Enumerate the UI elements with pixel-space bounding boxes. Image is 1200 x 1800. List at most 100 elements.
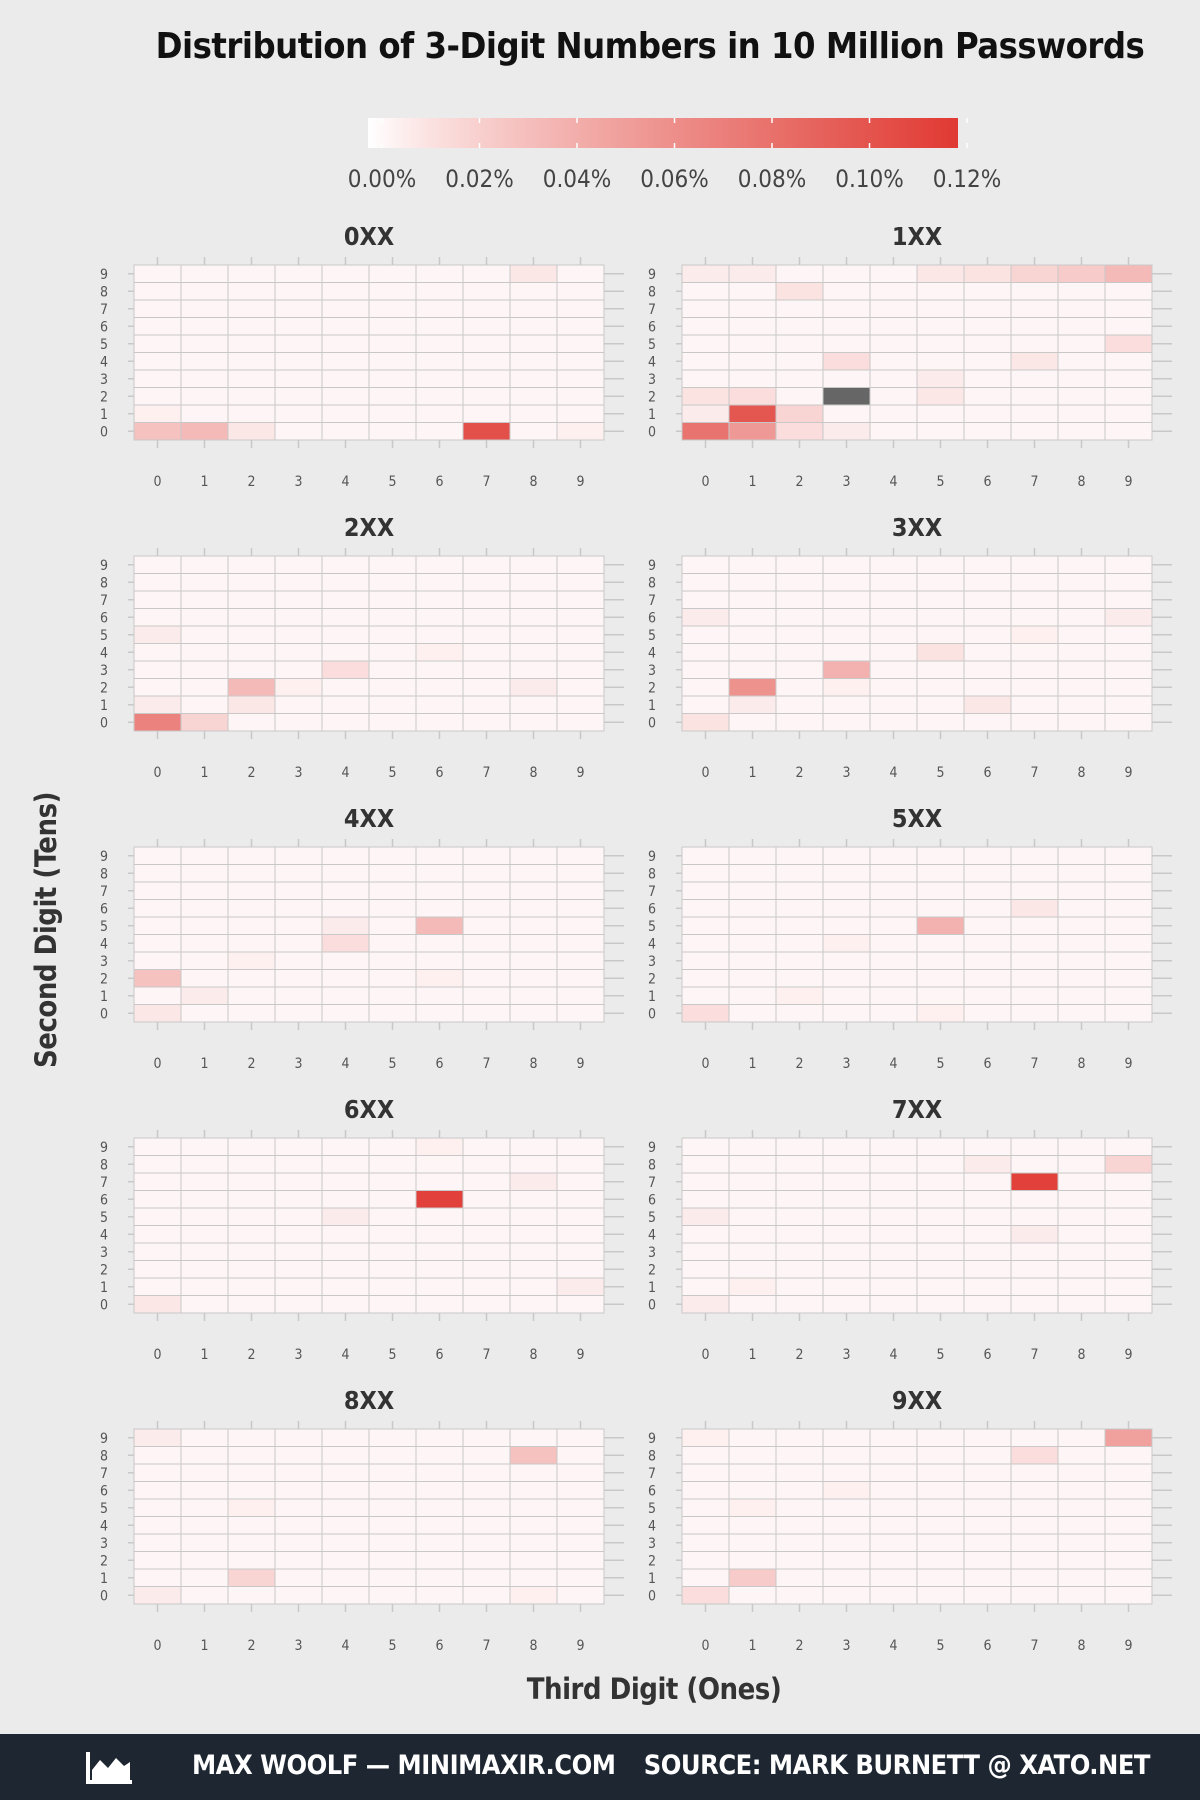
heatmap-cell (1010, 1137, 1059, 1156)
heatmap-cell (133, 660, 182, 679)
heatmap-cell (415, 317, 464, 336)
heatmap-cell (227, 1225, 276, 1244)
heatmap-cell (462, 555, 511, 574)
heatmap-cell (368, 934, 417, 953)
heatmap-cell (368, 1155, 417, 1174)
heatmap-cell (368, 899, 417, 918)
heatmap-cell (415, 1172, 464, 1191)
heatmap-cell (963, 1428, 1012, 1447)
heatmap-cell (916, 1242, 965, 1261)
heatmap-cell (180, 1190, 229, 1209)
heatmap-cell (1010, 1463, 1059, 1482)
heatmap-cell (681, 573, 730, 592)
heatmap-cell (728, 404, 777, 423)
heatmap-cell (509, 1190, 558, 1209)
heatmap-cell (321, 299, 370, 318)
heatmap-cell (869, 404, 918, 423)
heatmap-cell (556, 846, 605, 865)
y-tick-label: 4 (100, 1518, 108, 1534)
heatmap-cell (822, 555, 871, 574)
heatmap-cell (227, 1137, 276, 1156)
heatmap-cell (869, 1568, 918, 1587)
heatmap-cell (462, 1172, 511, 1191)
heatmap-cell (509, 352, 558, 371)
heatmap-cell (728, 1242, 777, 1261)
x-tick-label: 6 (983, 1347, 991, 1363)
heatmap-cell (180, 352, 229, 371)
legend-tick-label: 0.10% (835, 165, 904, 193)
x-tick-label: 5 (388, 474, 396, 490)
heatmap-cell (415, 573, 464, 592)
legend-tick-label: 0.06% (640, 165, 709, 193)
heatmap-cell (321, 334, 370, 353)
heatmap-cell (321, 1568, 370, 1587)
heatmap-cell (462, 1260, 511, 1279)
heatmap-cell (1057, 899, 1106, 918)
heatmap-cell (180, 1446, 229, 1465)
heatmap-cell (274, 969, 323, 988)
heatmap-cell (227, 352, 276, 371)
heatmap-cell (556, 678, 605, 697)
heatmap-cell (321, 1242, 370, 1261)
heatmap-cell (681, 1463, 730, 1482)
heatmap-cell (180, 969, 229, 988)
x-tick-label: 4 (889, 1638, 897, 1654)
heatmap-cell (775, 1004, 824, 1023)
x-tick-label: 9 (576, 765, 584, 781)
y-tick-label: 2 (648, 1553, 656, 1569)
heatmap-cell (916, 969, 965, 988)
heatmap-cell (274, 555, 323, 574)
x-tick-label: 9 (576, 1347, 584, 1363)
heatmap-cell (556, 864, 605, 883)
heatmap-cell (180, 404, 229, 423)
heatmap-cell (1104, 1277, 1153, 1296)
heatmap-cell (556, 713, 605, 732)
heatmap-cell (274, 1260, 323, 1279)
y-tick-label: 3 (648, 372, 656, 388)
heatmap-cell (321, 404, 370, 423)
heatmap-cell (1057, 695, 1106, 714)
heatmap-cell (227, 625, 276, 644)
heatmap-cell (916, 1172, 965, 1191)
heatmap-cell (1010, 1586, 1059, 1605)
heatmap-cell (227, 916, 276, 935)
heatmap-cell (368, 1137, 417, 1156)
heatmap-cell (916, 1207, 965, 1226)
heatmap-cell (274, 713, 323, 732)
heatmap-cell (556, 317, 605, 336)
heatmap-cell (509, 1551, 558, 1570)
heatmap-cell (180, 1242, 229, 1261)
y-tick-label: 1 (100, 1280, 108, 1296)
heatmap-cell (227, 1207, 276, 1226)
heatmap-cell (822, 1533, 871, 1552)
heatmap-cell (728, 1260, 777, 1279)
heatmap-cell (462, 422, 511, 441)
heatmap-cell (869, 1004, 918, 1023)
x-tick-label: 5 (936, 1347, 944, 1363)
heatmap-cell (415, 969, 464, 988)
heatmap-cell (133, 1225, 182, 1244)
x-tick-label: 7 (1030, 1638, 1038, 1654)
heatmap-cell (274, 1277, 323, 1296)
heatmap-cell (775, 317, 824, 336)
heatmap-cell (133, 299, 182, 318)
heatmap-cell (728, 969, 777, 988)
y-tick-label: 5 (648, 628, 656, 644)
heatmap-cell (321, 387, 370, 406)
x-tick-label: 5 (388, 1347, 396, 1363)
heatmap-cell (274, 1481, 323, 1500)
heatmap-cell (1057, 934, 1106, 953)
heatmap-cell (1010, 608, 1059, 627)
y-tick-label: 5 (100, 919, 108, 935)
heatmap-cell (321, 969, 370, 988)
heatmap-cell (1104, 590, 1153, 609)
heatmap-cell (1057, 916, 1106, 935)
heatmap-cell (728, 282, 777, 301)
heatmap-cell (775, 590, 824, 609)
y-tick-label: 9 (100, 849, 108, 865)
heatmap-cell (509, 387, 558, 406)
heatmap-cell (728, 899, 777, 918)
y-tick-label: 6 (648, 1192, 656, 1208)
heatmap-cell (869, 1463, 918, 1482)
heatmap-cell (963, 864, 1012, 883)
